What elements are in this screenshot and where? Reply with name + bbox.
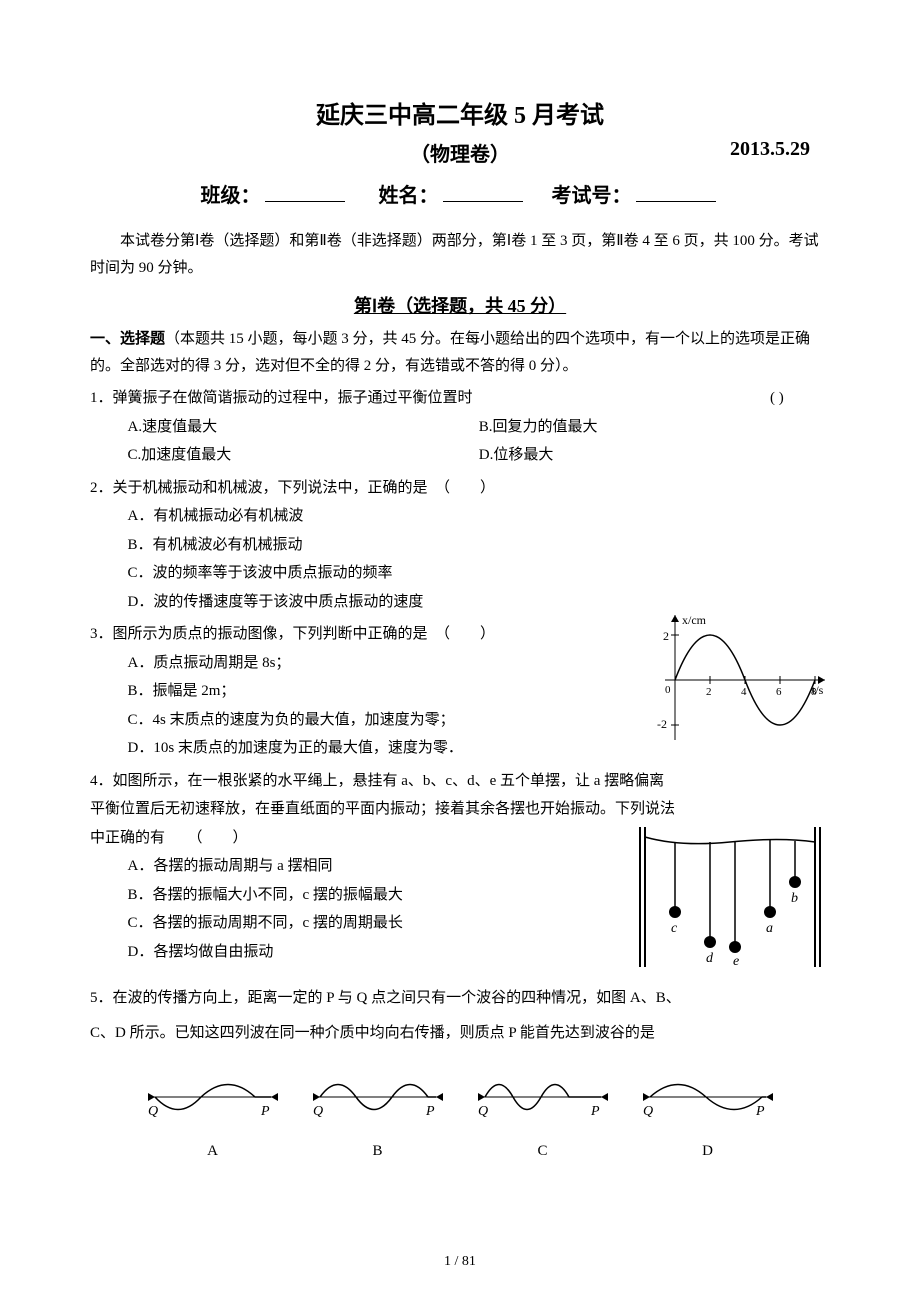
question-2: 2．关于机械振动和机械波，下列说法中，正确的是 （ ） A．有机械振动必有机械波… — [90, 474, 830, 617]
wave-b-label: B — [308, 1137, 448, 1166]
subtitle: （物理卷） — [410, 138, 510, 167]
q3-stem: 3．图所示为质点的振动图像，下列判断中正确的是 （ ） — [90, 620, 610, 649]
svg-text:c: c — [671, 921, 678, 936]
q5-stem-l1: 5．在波的传播方向上，距离一定的 P 与 Q 点之间只有一个波谷的四种情况，如图… — [90, 984, 830, 1013]
q4-figure: c d e a b — [630, 822, 830, 983]
svg-text:Q: Q — [643, 1104, 653, 1119]
intro-text: 本试卷分第Ⅰ卷（选择题）和第Ⅱ卷（非选择题）两部分，第Ⅰ卷 1 至 3 页，第Ⅱ… — [90, 228, 830, 282]
q4-opt-b: B．各摆的振幅大小不同，c 摆的振幅最大 — [128, 881, 591, 910]
name-label: 姓名： — [379, 185, 439, 207]
svg-text:Q: Q — [148, 1104, 158, 1119]
question-1: 1．弹簧振子在做简谐振动的过程中，振子通过平衡位置时 ( ) A.速度值最大 B… — [90, 384, 830, 470]
q3-opt-b: B．振幅是 2m； — [128, 677, 611, 706]
svg-text:Q: Q — [478, 1104, 488, 1119]
q4-opt-a: A．各摆的振动周期与 a 摆相同 — [128, 852, 591, 881]
section-1-desc: （本题共 15 小题，每小题 3 分，共 45 分。在每小题给出的四个选项中，有… — [90, 331, 810, 374]
svg-text:b: b — [791, 891, 798, 906]
svg-text:a: a — [766, 921, 773, 936]
svg-text:P: P — [590, 1104, 600, 1119]
page-title: 延庆三中高二年级 5 月考试 — [90, 95, 830, 130]
wave-d-label: D — [638, 1137, 778, 1166]
q1-opt-b: B.回复力的值最大 — [479, 413, 830, 442]
q1-opt-d: D.位移最大 — [479, 441, 830, 470]
q3-opt-d: D．10s 末质点的加速度为正的最大值，速度为零． — [128, 734, 611, 763]
q2-opt-c: C．波的频率等于该波中质点振动的频率 — [128, 559, 831, 588]
svg-text:Q: Q — [313, 1104, 323, 1119]
subtitle-row: （物理卷） 2013.5.29 — [90, 138, 830, 167]
name-blank[interactable] — [443, 182, 523, 202]
q4-opt-d: D．各摆均做自由振动 — [128, 938, 591, 967]
wave-b: Q P B — [308, 1067, 448, 1165]
q5-wave-row: Q P A Q P B Q P — [90, 1067, 830, 1165]
svg-text:4: 4 — [741, 686, 747, 698]
wave-d: Q P D — [638, 1067, 778, 1165]
svg-text:0: 0 — [665, 684, 671, 696]
q2-opt-b: B．有机械波必有机械振动 — [128, 531, 831, 560]
wave-c-label: C — [473, 1137, 613, 1166]
q1-opt-a: A.速度值最大 — [128, 413, 479, 442]
svg-text:d: d — [706, 951, 714, 966]
wave-c: Q P C — [473, 1067, 613, 1165]
q5-stem-l2: C、D 所示。已知这四列波在同一种介质中均向右传播，则质点 P 能首先达到波谷的… — [90, 1019, 830, 1048]
exam-no-blank[interactable] — [636, 182, 716, 202]
svg-text:P: P — [755, 1104, 765, 1119]
section-1-label: 一、选择题 — [90, 331, 165, 347]
q1-opt-c: C.加速度值最大 — [128, 441, 479, 470]
svg-text:e: e — [733, 954, 739, 969]
q1-stem: 1．弹簧振子在做简谐振动的过程中，振子通过平衡位置时 — [90, 384, 473, 413]
q2-opt-a: A．有机械振动必有机械波 — [128, 502, 831, 531]
question-4: 4．如图所示，在一根张紧的水平绳上，悬挂有 a、b、c、d、e 五个单摆，让 a… — [90, 767, 830, 967]
q3-opt-a: A．质点振动周期是 8s； — [128, 649, 611, 678]
class-label: 班级： — [201, 185, 261, 207]
exam-no-label: 考试号： — [552, 185, 632, 207]
svg-text:2: 2 — [706, 686, 712, 698]
q4-stem-l1: 4．如图所示，在一根张紧的水平绳上，悬挂有 a、b、c、d、e 五个单摆，让 a… — [90, 767, 830, 796]
q3-figure: x/cm t/s 0 2 -2 2 4 6 8 — [650, 610, 830, 761]
q4-stem-l2: 平衡位置后无初速释放，在垂直纸面的平面内振动；接着其余各摆也开始振动。下列说法 — [90, 795, 830, 824]
svg-text:-2: -2 — [657, 717, 667, 731]
page-number: 1 / 81 — [0, 1254, 920, 1270]
wave-a: Q P A — [143, 1067, 283, 1165]
class-blank[interactable] — [265, 182, 345, 202]
q2-stem: 2．关于机械振动和机械波，下列说法中，正确的是 （ ） — [90, 474, 830, 503]
wave-a-label: A — [143, 1137, 283, 1166]
svg-text:2: 2 — [663, 629, 669, 643]
question-5: 5．在波的传播方向上，距离一定的 P 与 Q 点之间只有一个波谷的四种情况，如图… — [90, 984, 830, 1165]
q4-stem-l3: 中正确的有 （ ） — [90, 824, 590, 853]
section-1-title: 一、选择题（本题共 15 小题，每小题 3 分，共 45 分。在每小题给出的四个… — [90, 326, 830, 380]
part-title: 第Ⅰ卷（选择题，共 45 分） — [90, 292, 830, 318]
svg-text:P: P — [260, 1104, 270, 1119]
student-info-row: 班级： 姓名： 考试号： — [90, 179, 830, 208]
exam-date: 2013.5.29 — [730, 138, 810, 161]
svg-text:6: 6 — [776, 686, 782, 698]
svg-text:x/cm: x/cm — [682, 613, 707, 627]
q1-paren: ( ) — [770, 384, 830, 413]
q3-opt-c: C．4s 末质点的速度为负的最大值，加速度为零； — [128, 706, 611, 735]
svg-text:P: P — [425, 1104, 435, 1119]
question-3: 3．图所示为质点的振动图像，下列判断中正确的是 （ ） A．质点振动周期是 8s… — [90, 620, 830, 763]
q4-opt-c: C．各摆的振动周期不同，c 摆的周期最长 — [128, 909, 591, 938]
